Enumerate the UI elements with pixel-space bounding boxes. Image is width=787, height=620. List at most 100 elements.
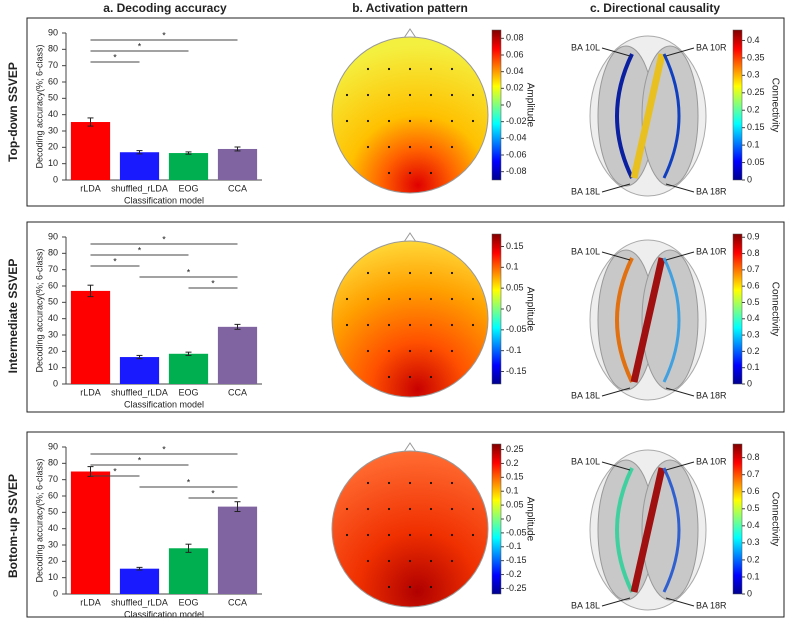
region-label: BA 18L xyxy=(571,600,600,610)
electrode xyxy=(408,323,412,327)
colorbar xyxy=(732,29,743,181)
electrode xyxy=(387,507,391,511)
colorbar-tick-label: -0.2 xyxy=(506,569,522,579)
electrode xyxy=(408,349,412,353)
electrode xyxy=(366,271,370,275)
electrode xyxy=(345,119,349,123)
electrode xyxy=(471,507,475,511)
bar xyxy=(119,568,160,594)
electrode xyxy=(408,93,412,97)
electrode xyxy=(387,67,391,71)
x-tick-label: EOG xyxy=(178,183,198,193)
colorbar-label: Amplitude xyxy=(524,287,535,332)
region-label: BA 10R xyxy=(696,246,727,256)
colorbar-tick-label: 0 xyxy=(506,99,511,109)
significance-label: * xyxy=(211,488,215,498)
electrode xyxy=(429,323,433,327)
colorbar-tick-label: 0.15 xyxy=(747,122,765,132)
head-nose xyxy=(403,28,417,39)
colorbar-tick-label: 0.7 xyxy=(747,469,760,479)
region-label: BA 18R xyxy=(696,600,727,610)
bar xyxy=(217,148,258,180)
bar xyxy=(168,353,209,384)
colorbar-tick-label: 0.4 xyxy=(747,313,760,323)
x-axis-label: Classification model xyxy=(124,399,204,409)
bar xyxy=(217,506,258,594)
y-tick-label: 0 xyxy=(53,174,58,184)
electrode xyxy=(366,119,370,123)
colorbar-tick-label: 0.2 xyxy=(506,458,519,468)
panel xyxy=(26,17,785,207)
connection xyxy=(615,53,634,179)
colorbar-tick-label: -0.1 xyxy=(506,541,522,551)
electrode xyxy=(387,349,391,353)
y-tick-label: 10 xyxy=(48,158,58,168)
colorbar-tick-label: 0.9 xyxy=(747,232,760,242)
colorbar-tick-label: 0.7 xyxy=(747,264,760,274)
colorbar-tick-label: 0.8 xyxy=(747,452,760,462)
column-title: c. Directional causality xyxy=(590,1,720,15)
electrode xyxy=(345,93,349,97)
colorbar-tick-label: 0.1 xyxy=(747,571,760,581)
colorbar-tick-label: 0.15 xyxy=(506,241,524,251)
bar xyxy=(70,290,111,384)
colorbar-tick-label: 0.05 xyxy=(747,157,765,167)
electrode xyxy=(450,559,454,563)
region-pointer xyxy=(601,183,631,193)
electrode xyxy=(387,533,391,537)
electrode xyxy=(429,119,433,123)
electrode xyxy=(429,507,433,511)
bar xyxy=(168,548,209,594)
region-label: BA 18R xyxy=(696,186,727,196)
topomap xyxy=(331,240,489,398)
bar xyxy=(217,326,258,384)
electrode xyxy=(429,271,433,275)
electrode xyxy=(387,559,391,563)
y-tick-label: 60 xyxy=(48,76,58,86)
significance-label: * xyxy=(138,245,142,255)
significance-label: * xyxy=(113,466,117,476)
region-label: BA 18L xyxy=(571,186,600,196)
region-pointer xyxy=(601,461,631,471)
topomap xyxy=(331,36,489,194)
electrode xyxy=(450,533,454,537)
x-tick-label: rLDA xyxy=(80,597,101,607)
x-axis-label: Classification model xyxy=(124,609,204,619)
electrode xyxy=(366,507,370,511)
y-tick-label: 30 xyxy=(48,125,58,135)
colorbar-tick-label: 0.1 xyxy=(506,262,519,272)
y-tick-label: 50 xyxy=(48,93,58,103)
y-tick-label: 40 xyxy=(48,523,58,533)
colorbar-tick-label: 0.05 xyxy=(506,283,524,293)
electrode xyxy=(408,375,412,379)
panel xyxy=(26,221,785,413)
colorbar-label: Amplitude xyxy=(524,497,535,542)
region-label: BA 10R xyxy=(696,42,727,52)
colorbar-tick-label: 0 xyxy=(747,378,752,388)
region-label: BA 18L xyxy=(571,390,600,400)
electrode xyxy=(387,375,391,379)
row-label: Intermediate SSVEP xyxy=(6,259,20,374)
electrode xyxy=(429,93,433,97)
electrode xyxy=(429,481,433,485)
colorbar-tick-label: 0.3 xyxy=(747,70,760,80)
colorbar-label: Connectivity xyxy=(769,282,780,336)
electrode xyxy=(387,93,391,97)
colorbar xyxy=(732,443,743,595)
connection xyxy=(662,467,681,593)
connection xyxy=(630,257,666,383)
electrode xyxy=(408,297,412,301)
electrode xyxy=(471,93,475,97)
electrode xyxy=(387,145,391,149)
y-tick-label: 20 xyxy=(48,556,58,566)
y-tick-label: 70 xyxy=(48,264,58,274)
colorbar-tick-label: 0.2 xyxy=(747,554,760,564)
region-pointer xyxy=(665,597,695,607)
electrode xyxy=(345,323,349,327)
electrode xyxy=(387,119,391,123)
y-tick-label: 50 xyxy=(48,297,58,307)
y-tick-label: 70 xyxy=(48,60,58,70)
x-tick-label: shuffled_rLDA xyxy=(111,387,168,397)
x-axis-label: Classification model xyxy=(124,195,204,205)
electrode xyxy=(429,171,433,175)
